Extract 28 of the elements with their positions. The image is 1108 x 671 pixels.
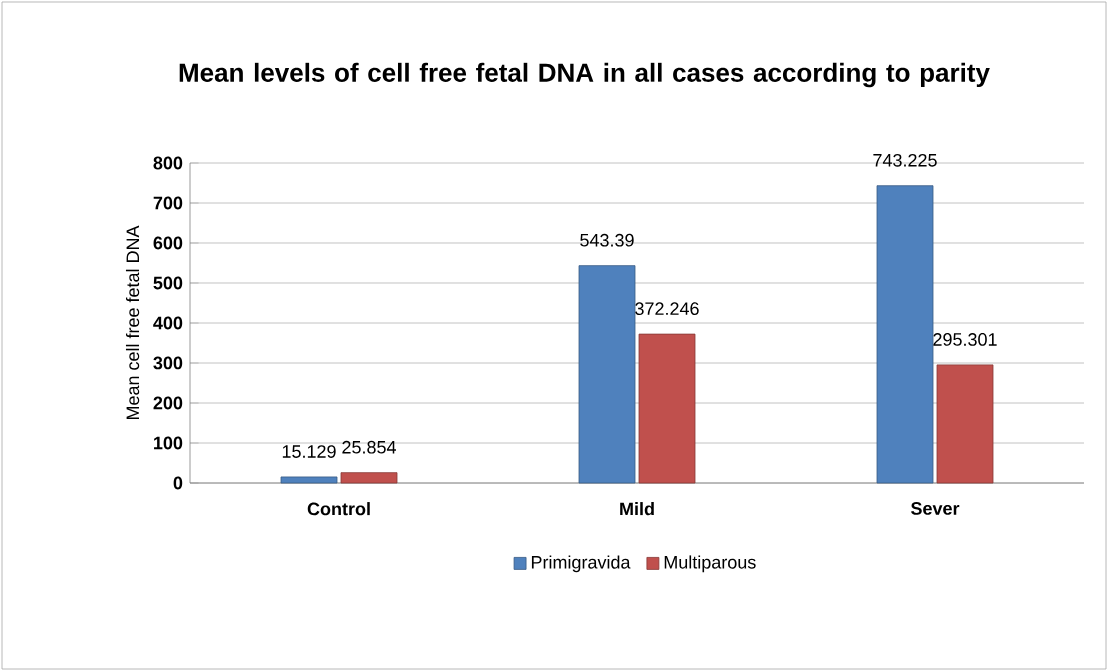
y-tick-label: 0 [173, 476, 183, 490]
bar [876, 185, 934, 484]
y-tick-label: 500 [153, 276, 183, 290]
bar [638, 333, 696, 484]
x-tick-label: Mild [620, 502, 654, 516]
data-label: 372.246 [635, 302, 699, 316]
y-tick-label: 200 [153, 396, 183, 410]
bar [936, 364, 994, 484]
y-tick-label: 400 [153, 316, 183, 330]
y-axis-title: Mean cell free fetal DNA [125, 225, 140, 420]
x-tick-label: Control [307, 502, 370, 516]
bar [280, 476, 338, 484]
data-label: 25.854 [342, 440, 396, 454]
chart-title: Mean levels of cell free fetal DNA in all cases according to parity [179, 62, 990, 88]
y-tick-label: 700 [153, 196, 183, 210]
y-tick-label: 600 [153, 236, 183, 250]
y-tick-label: 800 [153, 156, 183, 170]
data-label: 543.39 [580, 233, 634, 247]
data-label: 295.301 [933, 333, 997, 346]
x-tick-label: Sever [911, 502, 960, 515]
legend-label: Multiparous [664, 555, 756, 573]
bar [578, 265, 636, 484]
y-tick-label: 300 [153, 356, 183, 370]
y-tick-label: 100 [154, 436, 183, 450]
bar [340, 472, 398, 484]
data-label: 743.225 [873, 153, 937, 167]
legend-label: Primigravida [531, 555, 631, 573]
data-label: 15.129 [282, 445, 336, 458]
